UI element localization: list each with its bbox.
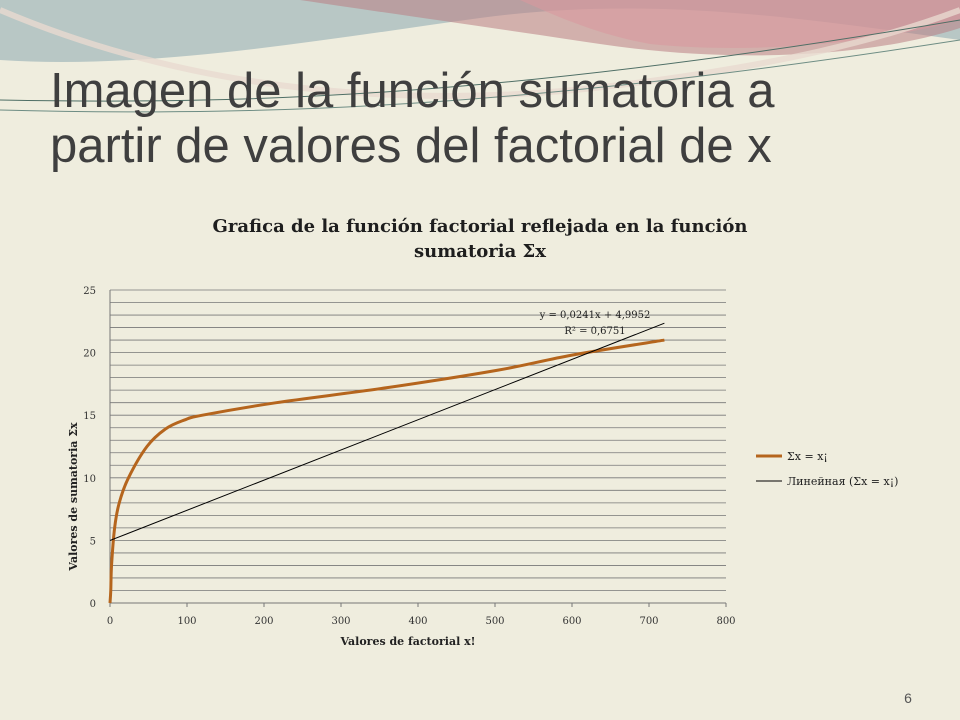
y-tick-label: 0 xyxy=(90,599,96,610)
x-tick-label: 0 xyxy=(107,616,113,627)
x-tick-label: 500 xyxy=(485,616,504,627)
x-tick-label: 600 xyxy=(562,616,581,627)
x-tick-label: 200 xyxy=(254,616,273,627)
slide-title-line1: Imagen de la función sumatoria a xyxy=(50,64,775,118)
decorative-banner xyxy=(0,0,960,113)
chart-title-line2: sumatoria Σx xyxy=(414,241,546,263)
legend-label-sumatoria: Σx = x¡ xyxy=(787,450,828,463)
x-tick-label: 100 xyxy=(177,616,196,627)
page-number: 6 xyxy=(904,690,912,706)
y-tick-label: 25 xyxy=(83,286,96,297)
trendline-linear xyxy=(109,322,665,541)
series-line-sumatoria xyxy=(108,338,665,604)
x-tick-label: 800 xyxy=(716,616,735,627)
slide-title-line2: partir de valores del factorial de x xyxy=(50,118,772,173)
trendline-r-squared: R² = 0,6751 xyxy=(564,326,625,337)
chart-title: Grafica de la función factorial reflejad… xyxy=(120,214,840,264)
y-tick-label: 15 xyxy=(83,411,96,422)
y-tick-label: 10 xyxy=(83,474,96,485)
legend-label-trendline: Линейная (Σx = x¡) xyxy=(787,475,898,488)
x-tick-label: 700 xyxy=(639,616,658,627)
chart-title-line1: Grafica de la función factorial reflejad… xyxy=(212,216,748,237)
y-tick-label: 20 xyxy=(83,349,96,360)
slide-title: Imagen de la función sumatoria a partir … xyxy=(50,64,930,174)
y-axis-title: Valores de sumatoria Σx xyxy=(67,422,80,572)
x-tick-label: 400 xyxy=(408,616,427,627)
y-tick-label: 5 xyxy=(90,536,96,547)
x-axis-title: Valores de factorial x! xyxy=(340,635,476,648)
x-tick-label: 300 xyxy=(331,616,350,627)
trendline-equation: y = 0,0241x + 4,9952 xyxy=(539,310,651,321)
